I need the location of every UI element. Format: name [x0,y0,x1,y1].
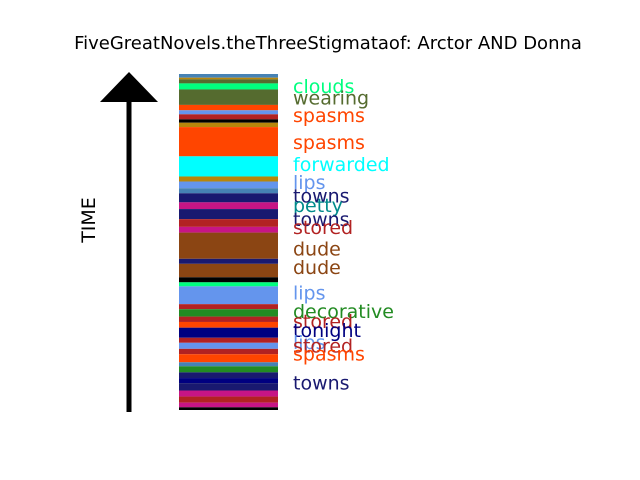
word-label-towns: towns [293,186,350,208]
stripe-stored [179,337,278,343]
word-label-spasms: spasms [293,105,365,127]
time-arrow-head [100,72,158,102]
word-label-stored: stored [293,336,353,358]
word-label-stored: stored [293,217,353,239]
stripe-decorative [179,309,278,317]
stripe-spasms [179,104,278,111]
stripe-other_d [179,407,278,410]
word-labels: cloudswearingspasmsspasmsforwardedlipsto… [293,76,394,394]
stripe-lips [179,286,278,305]
stripe-stored [179,219,278,227]
stripe-towns [179,383,278,391]
stripe-lips [179,110,278,115]
stripe-towns [179,193,278,203]
stripe-decorative [179,366,278,373]
stripe-stored [179,114,278,120]
stripe-stored [179,304,278,310]
stripe-stored [179,396,278,403]
stripe-towns [179,209,278,220]
word-label-wearing: wearing [293,88,369,110]
word-label-lips: lips [293,332,326,354]
stripe-spasms [179,354,278,363]
word-label-dude: dude [293,239,341,261]
chart-title: FiveGreatNovels.theThreeStigmataof: Arct… [74,33,582,54]
stripe-wearing [179,89,278,105]
stripe-clouds [179,282,278,287]
stripe-towns [179,258,278,264]
stripe-tonight [179,327,278,338]
word-label-tonight: tonight [293,320,361,342]
stripe-dude [179,263,278,278]
stripe-other_b [179,390,278,397]
stripe-spasms [179,127,278,157]
stripe-other_a [179,362,278,367]
stripe-wearing [179,79,278,84]
word-label-towns: towns [293,372,350,394]
stripe-lips [179,342,278,349]
word-label-towns: towns [293,209,350,231]
stripe-tonight [179,378,278,384]
stripe-other_a [179,188,278,194]
word-label-spasms: spasms [293,132,365,154]
word-label-petty: petty [293,195,343,217]
word-label-clouds: clouds [293,76,354,98]
stripe-stored [179,316,278,322]
word-label-dude: dude [293,257,341,279]
stripe-other_c [179,176,278,182]
time-arrow [100,72,158,412]
stripe-forwarded [179,156,278,177]
stripe-other_d [179,277,278,283]
stripe-towns [179,372,278,379]
word-label-stored: stored [293,311,353,333]
stripe-other_d [179,119,278,123]
word-label-lips: lips [293,282,326,304]
barcode-stripes [179,74,278,410]
stripe-other_c [179,77,278,80]
stripe-stored [179,348,278,355]
y-axis-label: TIME [78,197,100,244]
stripe-other_b [179,202,278,210]
stripe-dude [179,232,278,259]
word-label-lips: lips [293,172,326,194]
word-label-forwarded: forwarded [293,154,390,176]
stripe-other_c [179,122,278,128]
word-label-spasms: spasms [293,344,365,366]
stripe-spasms [179,321,278,328]
stripe-other_b [179,226,278,233]
stripe-other_a [179,74,278,78]
stripe-other_b [179,402,278,408]
stripe-clouds [179,83,278,90]
stripe-lips [179,181,278,189]
word-label-decorative: decorative [293,301,394,323]
